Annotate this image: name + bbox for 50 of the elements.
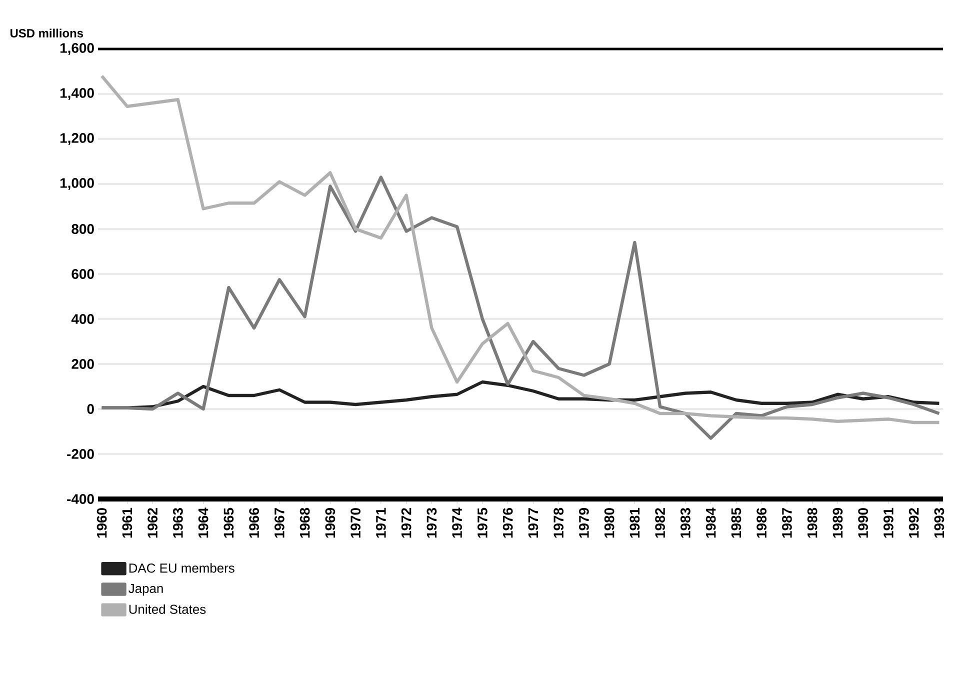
x-tick-label: 1984	[706, 508, 716, 538]
x-tick-label: 1962	[148, 508, 158, 538]
y-tick-label: 200	[72, 359, 94, 369]
x-tick-label: 1961	[122, 508, 132, 538]
legend-label: Japan	[128, 584, 163, 596]
x-tick-label: 1993	[934, 508, 944, 538]
x-tick-label: 1974	[452, 508, 462, 538]
y-tick-label: 800	[72, 224, 94, 234]
x-tick-label: 1991	[884, 508, 894, 538]
x-tick-label: 1966	[249, 508, 260, 538]
x-tick-label: 1986	[756, 508, 767, 538]
y-tick-label: 1,200	[60, 133, 94, 145]
x-tick-label: 1970	[350, 508, 361, 538]
x-tick-label: 1981	[630, 508, 640, 538]
y-tick-label: -200	[67, 449, 94, 459]
x-tick-label: 1973	[426, 508, 437, 538]
x-tick-label: 1979	[578, 508, 589, 538]
x-tick-label: 1977	[528, 508, 538, 538]
x-tick-label: 1990	[858, 508, 868, 538]
x-tick-label: 1982	[655, 508, 666, 538]
line-series	[100, 176, 941, 440]
y-tick-label: 600	[72, 269, 94, 279]
x-tick-label: 1964	[198, 508, 208, 538]
y-tick-label: 400	[71, 314, 94, 324]
x-tick-label: 1978	[554, 508, 564, 538]
legend-label: United States	[129, 604, 206, 614]
y-axis-title: USD millions	[10, 28, 84, 38]
x-tick-label: 1989	[832, 508, 843, 538]
x-tick-label: 1971	[376, 508, 386, 538]
x-tick-label: 1976	[502, 508, 513, 538]
x-tick-label: 1968	[300, 508, 310, 538]
x-tick-label: 1969	[325, 508, 336, 538]
x-tick-label: 1963	[172, 508, 183, 538]
x-tick-label: 1980	[604, 508, 614, 538]
x-tick-label: 1965	[224, 508, 234, 538]
legend-label: DAC EU members	[129, 563, 234, 573]
x-tick-label: 1988	[807, 508, 818, 538]
x-tick-label: 1975	[477, 508, 488, 538]
x-tick-label: 1987	[782, 508, 792, 538]
y-tick-label: 1,400	[60, 88, 94, 100]
x-tick-label: 1972	[401, 508, 412, 538]
x-tick-label: 1960	[96, 508, 107, 538]
x-tick-label: 1992	[908, 508, 919, 538]
x-tick-label: 1985	[731, 508, 742, 538]
y-tick-label: 1,000	[60, 178, 94, 190]
x-tick-label: 1967	[274, 508, 284, 538]
y-tick-label: -400	[67, 494, 94, 504]
y-tick-label: 0	[87, 404, 94, 414]
x-tick-label: 1983	[680, 508, 690, 538]
y-tick-label: 1,600	[60, 43, 94, 55]
